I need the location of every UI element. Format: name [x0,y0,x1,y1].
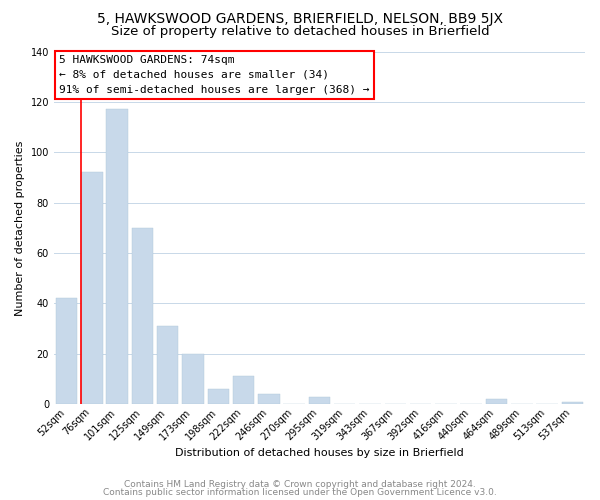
Text: Contains public sector information licensed under the Open Government Licence v3: Contains public sector information licen… [103,488,497,497]
Text: Size of property relative to detached houses in Brierfield: Size of property relative to detached ho… [110,25,490,38]
Bar [208,389,229,404]
Bar [258,394,280,404]
Bar [56,298,77,404]
X-axis label: Distribution of detached houses by size in Brierfield: Distribution of detached houses by size … [175,448,464,458]
Bar [106,110,128,404]
Bar [81,172,103,404]
Bar [486,399,507,404]
Text: 5, HAWKSWOOD GARDENS, BRIERFIELD, NELSON, BB9 5JX: 5, HAWKSWOOD GARDENS, BRIERFIELD, NELSON… [97,12,503,26]
Text: Contains HM Land Registry data © Crown copyright and database right 2024.: Contains HM Land Registry data © Crown c… [124,480,476,489]
Y-axis label: Number of detached properties: Number of detached properties [15,140,25,316]
Text: 5 HAWKSWOOD GARDENS: 74sqm
← 8% of detached houses are smaller (34)
91% of semi-: 5 HAWKSWOOD GARDENS: 74sqm ← 8% of detac… [59,55,370,94]
Bar [157,326,178,404]
Bar [182,354,204,404]
Bar [562,402,583,404]
Bar [309,396,330,404]
Bar [131,228,153,404]
Bar [233,376,254,404]
